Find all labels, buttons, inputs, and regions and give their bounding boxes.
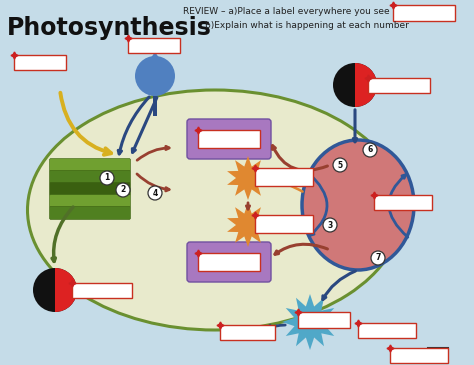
Circle shape [333, 158, 347, 172]
Text: REVIEW – a)Place a label everywhere you see: REVIEW – a)Place a label everywhere you … [183, 8, 390, 16]
FancyBboxPatch shape [49, 182, 130, 196]
FancyBboxPatch shape [374, 195, 432, 210]
Text: Photosynthesis: Photosynthesis [7, 16, 212, 40]
Circle shape [135, 56, 175, 96]
Circle shape [100, 171, 114, 185]
Text: 5: 5 [337, 161, 343, 169]
FancyBboxPatch shape [72, 283, 132, 298]
Text: 2: 2 [120, 185, 126, 195]
Polygon shape [227, 156, 269, 200]
FancyArrowPatch shape [60, 93, 111, 155]
FancyBboxPatch shape [198, 130, 260, 148]
Wedge shape [55, 268, 77, 312]
Polygon shape [141, 52, 169, 72]
Circle shape [116, 183, 130, 197]
FancyBboxPatch shape [390, 348, 448, 363]
Text: 3: 3 [328, 220, 333, 230]
FancyBboxPatch shape [49, 207, 130, 219]
Text: 1: 1 [104, 173, 109, 182]
FancyBboxPatch shape [14, 55, 66, 70]
FancyBboxPatch shape [255, 215, 313, 233]
FancyBboxPatch shape [49, 170, 130, 184]
FancyBboxPatch shape [393, 5, 455, 21]
Circle shape [148, 186, 162, 200]
Text: 7: 7 [375, 254, 381, 262]
Text: b)Explain what is happening at each number: b)Explain what is happening at each numb… [205, 22, 409, 31]
FancyBboxPatch shape [298, 312, 350, 328]
FancyBboxPatch shape [49, 195, 130, 207]
FancyBboxPatch shape [128, 38, 180, 53]
FancyBboxPatch shape [368, 78, 430, 93]
FancyBboxPatch shape [49, 158, 130, 172]
FancyBboxPatch shape [220, 325, 275, 340]
FancyBboxPatch shape [187, 242, 271, 282]
Wedge shape [355, 63, 377, 107]
FancyBboxPatch shape [187, 119, 271, 159]
Text: 6: 6 [367, 146, 373, 154]
Circle shape [333, 63, 377, 107]
Text: 4: 4 [152, 188, 158, 197]
Circle shape [323, 218, 337, 232]
Circle shape [371, 251, 385, 265]
FancyBboxPatch shape [198, 253, 260, 271]
Bar [153, 96, 157, 116]
FancyBboxPatch shape [358, 323, 416, 338]
Polygon shape [227, 203, 269, 247]
Ellipse shape [27, 90, 402, 330]
Ellipse shape [302, 140, 414, 270]
FancyBboxPatch shape [255, 168, 313, 186]
Circle shape [363, 143, 377, 157]
Polygon shape [282, 294, 338, 350]
Circle shape [33, 268, 77, 312]
